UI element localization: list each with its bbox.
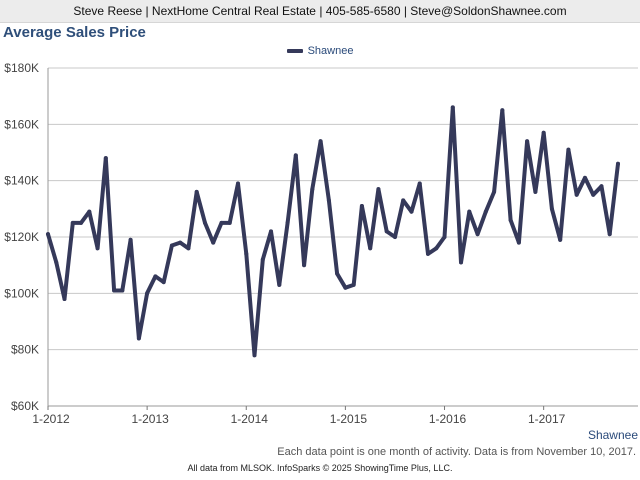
data-point bbox=[343, 285, 348, 290]
data-point bbox=[136, 336, 141, 341]
data-point bbox=[186, 246, 191, 251]
y-tick-label: $80K bbox=[11, 343, 39, 357]
data-point bbox=[483, 209, 488, 214]
data-point bbox=[161, 280, 166, 285]
x-tick-label: 1-2016 bbox=[429, 412, 467, 426]
data-point bbox=[70, 220, 75, 225]
y-tick-label: $120K bbox=[4, 230, 39, 244]
data-point bbox=[302, 263, 307, 268]
data-point bbox=[169, 243, 174, 248]
data-point bbox=[359, 204, 364, 209]
data-point bbox=[351, 282, 356, 287]
data-point bbox=[244, 251, 249, 256]
data-point bbox=[194, 189, 199, 194]
x-tick-label: 1-2017 bbox=[528, 412, 566, 426]
header-contact-text: Steve Reese | NextHome Central Real Esta… bbox=[73, 4, 567, 18]
data-point bbox=[558, 237, 563, 242]
data-point bbox=[376, 187, 381, 192]
data-point bbox=[103, 156, 108, 161]
data-point bbox=[202, 220, 207, 225]
data-point bbox=[145, 291, 150, 296]
chart-legend: Shawnee bbox=[0, 45, 640, 57]
data-point bbox=[326, 198, 331, 203]
data-point bbox=[219, 220, 224, 225]
legend-label: Shawnee bbox=[307, 45, 354, 58]
y-tick-label: $100K bbox=[4, 286, 39, 300]
series-end-label: Shawnee bbox=[587, 428, 638, 442]
data-point bbox=[54, 260, 59, 265]
data-point bbox=[335, 271, 340, 276]
data-point bbox=[467, 209, 472, 214]
data-point bbox=[211, 240, 216, 245]
data-point bbox=[46, 232, 50, 237]
data-point bbox=[260, 257, 265, 262]
data-point bbox=[120, 288, 125, 293]
data-point bbox=[252, 353, 257, 358]
chart-title: Average Sales Price bbox=[3, 24, 146, 41]
data-point bbox=[95, 246, 100, 251]
data-point bbox=[384, 229, 389, 234]
data-point bbox=[434, 246, 439, 251]
data-point bbox=[153, 274, 158, 279]
data-point bbox=[269, 229, 274, 234]
data-point bbox=[541, 130, 546, 135]
data-point bbox=[392, 235, 397, 239]
y-tick-label: $140K bbox=[4, 174, 39, 188]
series-line bbox=[46, 105, 620, 358]
y-tick-label: $60K bbox=[11, 399, 39, 413]
footer-credit: All data from MLSOK. InfoSparks © 2025 S… bbox=[187, 463, 453, 473]
data-point bbox=[549, 206, 554, 211]
data-point bbox=[277, 282, 282, 287]
y-tick-label: $180K bbox=[4, 61, 39, 75]
data-point bbox=[409, 209, 414, 214]
data-point bbox=[500, 108, 505, 113]
data-point bbox=[525, 139, 530, 144]
data-point bbox=[492, 189, 497, 194]
data-point bbox=[450, 105, 455, 110]
y-tick-label: $160K bbox=[4, 117, 39, 131]
data-point bbox=[87, 209, 92, 214]
data-point bbox=[582, 175, 587, 180]
data-point bbox=[508, 218, 513, 223]
data-point bbox=[607, 232, 612, 237]
data-point bbox=[574, 192, 579, 197]
data-point bbox=[368, 246, 373, 251]
data-point bbox=[616, 161, 620, 166]
x-tick-label: 1-2012 bbox=[32, 412, 70, 426]
data-point bbox=[128, 237, 133, 242]
data-point bbox=[401, 198, 406, 203]
data-point bbox=[318, 139, 323, 144]
data-footnote: Each data point is one month of activity… bbox=[277, 446, 636, 458]
data-point bbox=[599, 184, 604, 189]
data-point bbox=[459, 260, 464, 265]
data-point bbox=[178, 240, 183, 245]
data-point bbox=[533, 189, 538, 194]
header-contact-bar: Steve Reese | NextHome Central Real Esta… bbox=[0, 0, 640, 23]
data-point bbox=[417, 181, 422, 186]
data-point bbox=[442, 235, 447, 239]
data-point bbox=[426, 251, 430, 256]
x-tick-label: 1-2015 bbox=[330, 412, 368, 426]
data-point bbox=[285, 220, 290, 225]
data-point bbox=[591, 192, 596, 197]
data-point bbox=[516, 240, 521, 245]
data-point bbox=[310, 187, 315, 192]
data-point bbox=[62, 296, 67, 301]
x-tick-label: 1-2013 bbox=[131, 412, 169, 426]
data-point bbox=[566, 147, 571, 152]
data-point bbox=[227, 220, 232, 225]
data-point bbox=[112, 288, 117, 293]
x-tick-label: 1-2014 bbox=[231, 412, 269, 426]
data-point bbox=[79, 220, 84, 225]
legend-swatch bbox=[286, 49, 303, 54]
data-point bbox=[475, 232, 480, 237]
data-point bbox=[293, 153, 298, 158]
data-point bbox=[236, 181, 240, 186]
